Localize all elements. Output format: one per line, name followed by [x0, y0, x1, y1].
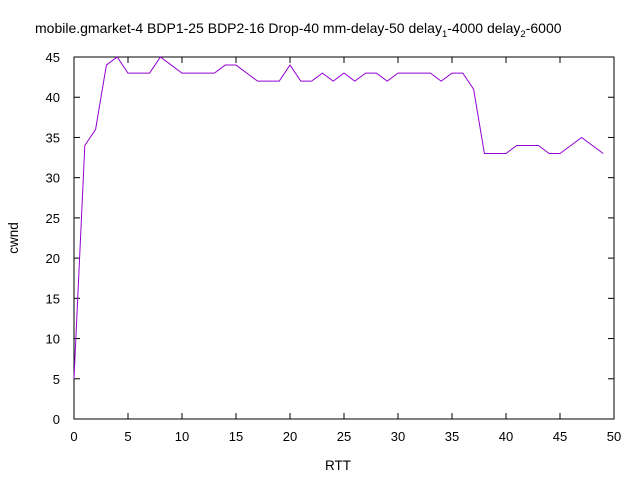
- y-tick-label: 15: [46, 291, 60, 306]
- title-part-4: -6000: [526, 20, 562, 36]
- y-tick-label: 10: [46, 332, 60, 347]
- plot-frame: [73, 56, 615, 420]
- y-axis: 0 5 10 15 20 25 30 35 40 45: [46, 50, 614, 427]
- x-tick-label: 35: [445, 429, 459, 444]
- x-axis: 0 5 10 15 20 25 30 35 40 45 50: [70, 57, 621, 444]
- title-part-3: 2: [520, 29, 525, 40]
- x-tick-label: 40: [499, 429, 513, 444]
- title-part-0: mobile.gmarket-4 BDP1-25 BDP2-16 Drop-40…: [35, 20, 442, 36]
- y-tick-label: 20: [46, 251, 60, 266]
- chart-title: mobile.gmarket-4 BDP1-25 BDP2-16 Drop-40…: [35, 20, 562, 40]
- x-tick-label: 30: [391, 429, 405, 444]
- y-tick-label: 45: [46, 50, 60, 65]
- y-tick-label: 0: [53, 412, 60, 427]
- title-part-1: 1: [442, 29, 447, 40]
- x-tick-label: 5: [124, 429, 131, 444]
- y-tick-label: 25: [46, 211, 60, 226]
- series-layer: [73, 56, 604, 379]
- x-tick-label: 0: [70, 429, 77, 444]
- y-axis-label: cwnd: [6, 222, 21, 254]
- x-tick-label: 25: [337, 429, 351, 444]
- x-tick-label: 50: [607, 429, 621, 444]
- title-part-2: -4000 delay: [447, 20, 520, 36]
- series-line-0: [73, 56, 604, 379]
- x-tick-label: 20: [283, 429, 297, 444]
- y-tick-label: 5: [53, 372, 60, 387]
- x-tick-label: 10: [175, 429, 189, 444]
- x-tick-label: 45: [553, 429, 567, 444]
- y-tick-label: 35: [46, 130, 60, 145]
- x-tick-label: 15: [229, 429, 243, 444]
- y-tick-label: 30: [46, 171, 60, 186]
- x-axis-label: RTT: [325, 458, 351, 473]
- y-tick-label: 40: [46, 90, 60, 105]
